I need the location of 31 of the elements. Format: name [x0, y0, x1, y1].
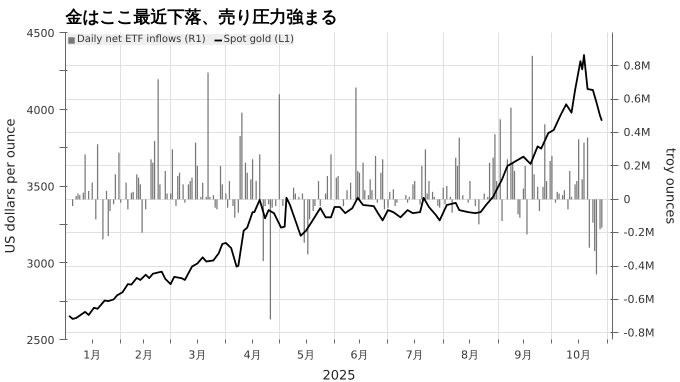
x-axis-title: 2025 — [322, 368, 356, 382]
line-series — [68, 54, 603, 320]
y2-tick-label: -0.6M — [624, 292, 654, 306]
x-tick-label: 4月 — [244, 348, 262, 362]
y-axis-title: US dollars per ounce — [4, 118, 19, 254]
y2-tick-label: -0.2M — [624, 226, 654, 240]
y2-tick-label: 0.6M — [624, 92, 650, 106]
y-tick-label: 3000 — [26, 257, 55, 270]
x-tick-label: 10月 — [566, 348, 592, 362]
legend-label: Daily net ETF inflows (R1) — [77, 34, 206, 45]
y2-tick-label: 0.8M — [624, 59, 650, 72]
y2-axis-title: troy ounces — [662, 148, 678, 224]
y2-tick-label: -0.4M — [624, 260, 654, 273]
y-tick-label: 4000 — [26, 104, 55, 117]
chart-title: 金はここ最近下落、売り圧力強まる — [64, 8, 338, 28]
x-tick-label: 9月 — [514, 348, 532, 362]
x-tick-label: 6月 — [350, 348, 368, 362]
x-tick-label: 2月 — [134, 348, 153, 362]
y2-tick-label: 0.4M — [624, 126, 650, 140]
x-tick-label: 5月 — [297, 348, 316, 362]
legend-label: Spot gold (L1) — [224, 34, 294, 45]
y-tick-label: 3500 — [26, 180, 55, 194]
x-tick-label: 8月 — [460, 348, 479, 362]
x-tick-label: 7月 — [406, 348, 424, 362]
y2-tick-label: 0 — [624, 192, 630, 206]
x-tick-label: 1月 — [83, 348, 102, 362]
y2-tick-label: -0.8M — [624, 326, 654, 340]
x-tick-label: 3月 — [188, 348, 206, 362]
y-tick-label: 4500 — [26, 27, 55, 40]
y-tick-label: 2500 — [26, 334, 55, 347]
y2-tick-label: 0.2M — [624, 159, 650, 172]
